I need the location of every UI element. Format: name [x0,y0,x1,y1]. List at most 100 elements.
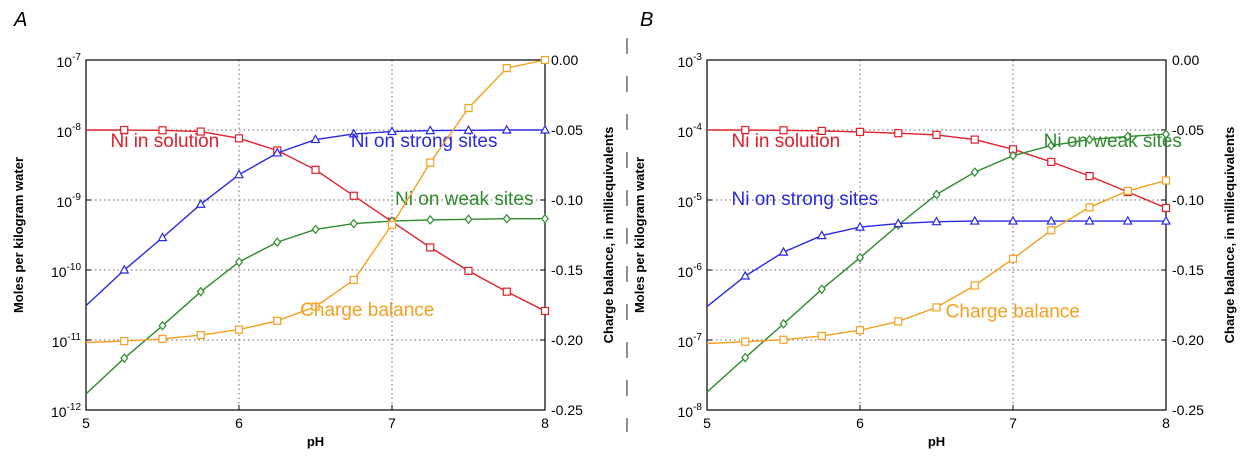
panel-b-y-tick-base: 10 [678,194,694,210]
panel-a-series-charge-balance-marker [426,158,435,167]
panel-a-y-axis-title: Moles per kilogram water [11,157,26,313]
panel-b-series-charge-balance-marker [932,303,941,312]
panel-b-y-tick-label: 10-6 [678,262,703,280]
panel-b-series-charge-balance-marker [855,326,865,335]
panel-a-series-ni-in-solution-label: Ni in solution [110,131,219,152]
panel-a-series-charge-balance-marker [273,316,282,325]
panel-a-y-tick-base: 10 [57,124,73,140]
panel-a-series-ni-on-strong-sites-marker [310,134,321,144]
panel-a-series-ni-on-weak-sites-marker [426,214,435,225]
panel-a-series-ni-on-strong-sites-marker [348,128,359,138]
panel-b-y-tick-base: 10 [678,124,694,140]
panel-b-series-ni-on-strong-sites-label: Ni on strong sites [731,189,878,210]
panel-b-y-tick-exponent: -5 [693,192,702,203]
panel-a-series-charge-balance: Charge balance [85,55,550,346]
panel-b-series-ni-in-solution-marker [1085,171,1094,181]
panel-a-series-ni-in-solution-marker [196,127,205,136]
panel-a-series-charge-balance-marker [540,55,550,65]
panel-a-series-ni-on-strong-sites: Ni on strong sites [85,124,551,307]
panel-a-y-tick-exponent: -7 [72,52,81,63]
panel-b-series-charge-balance-marker [1123,186,1132,195]
panel-a-y2-axis-title: Charge balance, in milliequivalents [601,127,616,344]
panel-b-series-ni-on-weak-sites-label: Ni on weak sites [1044,131,1182,152]
panel-b-y-tick-exponent: -8 [693,402,702,413]
panel-a-series-charge-balance-marker [502,64,511,73]
panel-b-series-ni-on-weak-sites-marker [1047,140,1056,151]
panel-b-series-charge-balance-marker [1008,254,1018,263]
panel-b-y-tick-label: 10-4 [678,122,703,140]
panel-a-y2-tick-label: -0.15 [551,262,583,278]
panel-b-series-ni-in-solution-marker [1047,157,1056,167]
panel-b-x-tick-label: 5 [703,415,711,431]
panel-b-y-axis-title: Moles per kilogram water [632,157,647,313]
panel-b-y-tick-label: 10-8 [678,402,703,420]
panel-b-series-ni-on-weak-sites-marker [855,252,865,263]
panel-b-plot-frame [706,59,1167,411]
panel-a-y-tick-label: 10-9 [57,192,82,210]
panel-b-series-charge-balance-marker [817,331,826,341]
panel-a-series-ni-on-strong-sites-line [85,129,545,307]
panel-b-series-ni-on-weak-sites-marker [932,189,941,200]
panel-a-series-ni-on-strong-sites-marker [195,198,206,208]
panel-b-series-ni-in-solution-marker [817,126,826,136]
panel-b-series-ni-on-strong-sites-marker [816,230,827,240]
panel-a-series-ni-on-weak-sites-marker [311,224,320,235]
panel-a-series-charge-balance-marker [234,325,244,334]
panel-a-y-tick-base: 10 [52,334,68,350]
panel-a-y-tick-base: 10 [57,54,73,70]
panel-a-series-ni-in-solution-marker [502,287,511,296]
panel-a-y-tick-base: 10 [57,194,73,210]
panel-b-series-ni-on-weak-sites-marker [1085,134,1094,145]
panel-a-series-ni-on-strong-sites-marker [119,264,130,274]
panel-a-x-tick-label: 5 [82,415,90,431]
panel-b-series-ni-on-weak-sites: Ni on weak sites [706,129,1182,393]
panel-a-y2-tick-label: -0.20 [551,332,583,348]
panel-a-series-ni-in-solution-marker [311,165,320,174]
panel-b-series-ni-on-weak-sites-marker [741,352,750,363]
panel-a-plot-frame [85,59,546,411]
panel-b-y-tick-base: 10 [678,264,694,280]
panel-a-letter: A [13,9,27,31]
panel-b-series-ni-on-weak-sites-marker [1123,131,1132,142]
panel-a-series-ni-on-weak-sites-marker [540,213,550,224]
panel-b-series-ni-on-strong-sites: Ni on strong sites [706,189,1172,308]
panel-b-series-ni-on-weak-sites-marker [779,318,788,329]
panel-b-y-tick-base: 10 [678,54,694,70]
panel-a-y-tick-label: 10-8 [57,122,82,140]
panel-a-series-ni-on-strong-sites-marker [425,125,436,135]
panel-b-series-charge-balance-marker [894,317,903,326]
panel-a-y-tick-exponent: -8 [72,122,81,133]
panel-b-x-tick-label: 8 [1162,415,1170,431]
panel-a-series-ni-on-strong-sites-marker [272,147,283,157]
panel-b-series-ni-on-strong-sites-marker [1084,215,1095,225]
panel-b-x-axis-title: pH [928,434,945,449]
panel-a-series-charge-balance-marker [387,220,397,229]
panel-a-y-tick-label: 10-7 [57,52,82,70]
panel-b-series-ni-in-solution-marker [1161,203,1171,213]
panel-a-series-ni-in-solution-marker [426,243,435,252]
panel-b-series-ni-in-solution-label: Ni in solution [731,131,840,152]
panel-b-y2-tick-label: -0.10 [1172,192,1204,208]
panel-a-series-ni-in-solution-marker [234,134,244,143]
panel-a-y-tick-exponent: -12 [67,402,82,413]
panel-b-series-charge-balance-marker [1085,203,1094,212]
panel-b-letter: B [640,9,653,31]
panel-a-y2-tick-label: -0.05 [551,122,583,138]
panel-a-series-ni-in-solution-marker [158,126,167,135]
panel-b-series-ni-on-strong-sites-line [706,220,1166,308]
panel-b-series-ni-on-weak-sites-marker [970,167,979,178]
panel-b-x-tick-label: 6 [856,415,864,431]
panel-b-y-tick-base: 10 [678,334,694,350]
panel-b-series-ni-on-strong-sites-marker [778,246,789,256]
panel-a-series-charge-balance-marker [196,331,205,340]
panel-b-y-tick-exponent: -6 [693,262,702,273]
panel-b-y-tick-exponent: -7 [693,332,702,343]
panel-a-y2-tick-label: 0.00 [551,52,578,68]
panel-a-series-charge-balance-marker [349,275,358,285]
panel-b-x-tick-label: 7 [1009,415,1017,431]
panel-b-y-tick-label: 10-3 [678,52,703,70]
panel-b-series-ni-on-strong-sites-marker [1046,215,1057,225]
panel-b-series-ni-on-strong-sites-marker [1122,215,1133,225]
panel-a-series-ni-in-solution-marker [120,125,129,135]
panel-b-series-ni-in-solution-marker [970,135,979,144]
